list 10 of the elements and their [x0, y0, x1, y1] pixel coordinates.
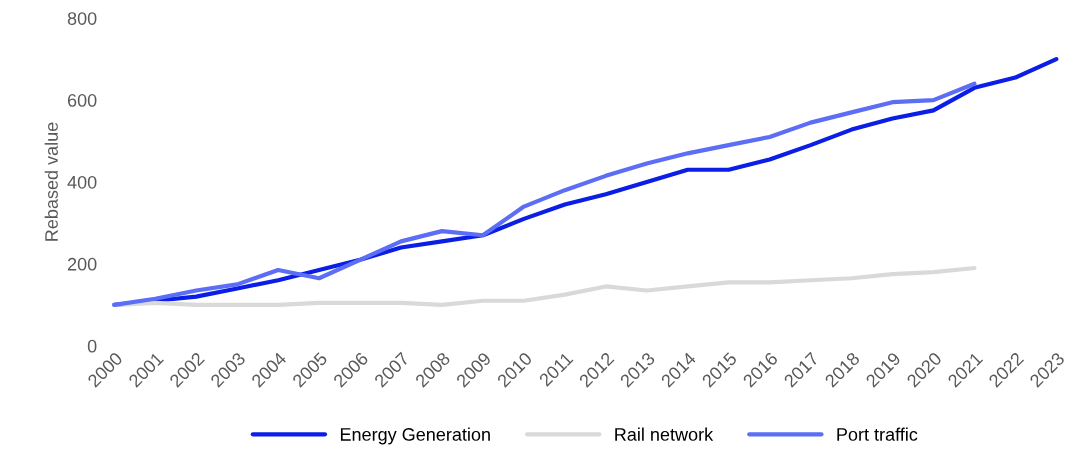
y-tick-label: 600 [67, 94, 97, 107]
y-axis-title: Rebased value [44, 122, 58, 241]
y-tick-label: 400 [67, 175, 97, 189]
y-tick-label: 800 [67, 12, 97, 25]
y-tick-label: 200 [67, 257, 97, 271]
line-series [112, 81, 977, 307]
legend-label: Port traffic [837, 427, 918, 441]
legend-label: Rail network [615, 427, 714, 441]
legend-label: Energy Generation [340, 427, 490, 445]
y-tick-label: 0 [87, 339, 97, 353]
